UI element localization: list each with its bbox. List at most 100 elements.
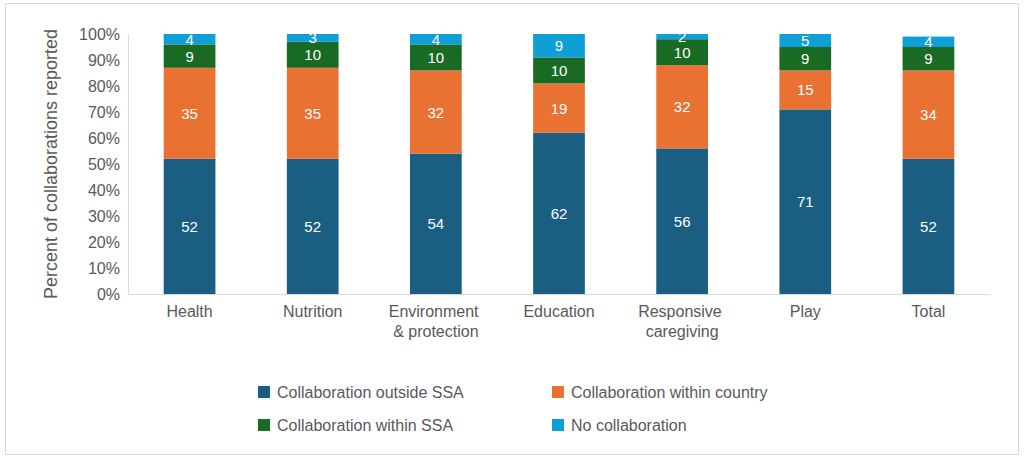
x-tick: Responsive caregiving — [638, 294, 726, 340]
data-label: 35 — [181, 105, 198, 122]
y-tick-label: 90% — [88, 52, 120, 69]
x-tick-label: Total — [912, 303, 946, 320]
data-label: 10 — [304, 46, 321, 63]
data-label: 71 — [797, 193, 814, 210]
legend-label: Collaboration outside SSA — [277, 384, 464, 401]
x-tick-label: Play — [790, 303, 821, 320]
data-label: 35 — [304, 105, 321, 122]
data-label: 9 — [801, 50, 809, 67]
bar-segment — [533, 34, 585, 57]
legend-label: Collaboration within SSA — [277, 417, 453, 434]
legend-swatch — [258, 419, 270, 431]
x-axis: Health Nutrition Environment & protection E… — [129, 294, 991, 340]
legend-item: No collaboration — [552, 417, 687, 434]
legend-label: No collaboration — [571, 417, 687, 434]
x-tick-label: Nutrition — [283, 303, 343, 320]
data-label: 32 — [674, 98, 691, 115]
x-tick: Environment & protection — [389, 294, 483, 340]
bar-segment — [533, 57, 585, 83]
data-label: 4 — [185, 31, 193, 48]
y-tick-label: 10% — [88, 260, 120, 277]
y-tick: 30% — [88, 208, 128, 225]
bar-segment — [410, 44, 462, 70]
y-tick-label: 20% — [88, 234, 120, 251]
x-tick: Education — [523, 294, 594, 320]
y-tick: 10% — [88, 260, 128, 277]
bar-segment — [533, 133, 585, 294]
y-tick-label: 40% — [88, 182, 120, 199]
bar-segment — [164, 44, 216, 67]
y-tick-label: 0% — [97, 286, 120, 303]
bar-segment — [287, 68, 339, 159]
legend-item: Collaboration within country — [552, 384, 768, 401]
bar-segment — [287, 159, 339, 294]
legend-swatch — [258, 386, 270, 398]
x-tick-label: Environment & protection — [389, 303, 483, 339]
data-label: 56 — [674, 213, 691, 230]
legend-swatch — [552, 386, 564, 398]
data-label: 15 — [797, 81, 814, 98]
bar-segment — [164, 68, 216, 159]
y-tick-label: 70% — [88, 104, 120, 121]
bar-segment — [903, 159, 955, 294]
x-tick-label: Health — [166, 303, 212, 320]
bar-segment — [779, 47, 831, 70]
y-tick-label: 30% — [88, 208, 120, 225]
y-tick: 90% — [88, 52, 128, 69]
x-tick: Health — [166, 294, 212, 320]
bar-segment — [533, 83, 585, 132]
legend-item: Collaboration within SSA — [258, 417, 453, 434]
chart-frame — [6, 4, 1019, 455]
bars — [164, 34, 955, 294]
data-label: 9 — [555, 37, 563, 54]
bar-segment — [903, 47, 955, 70]
legend-swatch — [552, 419, 564, 431]
data-labels: 5252546256715235353219321534910101010994… — [181, 28, 937, 235]
y-axis-line — [128, 35, 129, 295]
data-label: 62 — [551, 205, 568, 222]
y-tick: 20% — [88, 234, 128, 251]
legend-label: Collaboration within country — [571, 384, 768, 401]
y-tick: 60% — [88, 130, 128, 147]
y-tick-label: 80% — [88, 78, 120, 95]
data-label: 9 — [924, 50, 932, 67]
y-tick: 50% — [88, 156, 128, 173]
bar-segment — [779, 109, 831, 294]
y-tick: 80% — [88, 78, 128, 95]
data-label: 4 — [924, 33, 932, 50]
bar-segment — [656, 65, 708, 148]
x-axis-line — [129, 294, 991, 295]
y-tick-label: 50% — [88, 156, 120, 173]
y-tick: 40% — [88, 182, 128, 199]
data-label: 19 — [551, 100, 568, 117]
y-axis-title: Percent of collaborations reported — [41, 29, 61, 299]
data-label: 34 — [920, 106, 937, 123]
x-tick-label: Responsive caregiving — [638, 303, 726, 339]
bar-segment — [164, 159, 216, 294]
data-label: 10 — [551, 62, 568, 79]
y-tick-label: 100% — [79, 26, 120, 43]
y-axis: 0% 10% 20% 30% 40% 50% 60% 70% 80% 90% 100% — [79, 26, 128, 303]
bar-segment — [410, 154, 462, 294]
data-label: 52 — [304, 218, 321, 235]
data-label: 10 — [428, 49, 445, 66]
data-label: 10 — [674, 44, 691, 61]
data-label: 52 — [181, 218, 198, 235]
data-label: 3 — [309, 29, 317, 46]
x-tick-label: Education — [523, 303, 594, 320]
legend: Collaboration outside SSA Collaboration w… — [258, 384, 768, 434]
legend-item: Collaboration outside SSA — [258, 384, 464, 401]
data-label: 5 — [801, 32, 809, 49]
data-label: 2 — [678, 28, 686, 45]
y-tick-label: 60% — [88, 130, 120, 147]
data-label: 32 — [428, 104, 445, 121]
data-label: 52 — [920, 218, 937, 235]
bar-segment — [656, 148, 708, 294]
y-tick: 70% — [88, 104, 128, 121]
y-tick: 100% — [79, 26, 128, 43]
x-tick: Play — [790, 294, 821, 320]
data-label: 4 — [432, 31, 440, 48]
y-tick: 0% — [97, 286, 128, 303]
x-tick: Nutrition — [283, 294, 343, 320]
bar-segment — [779, 70, 831, 109]
